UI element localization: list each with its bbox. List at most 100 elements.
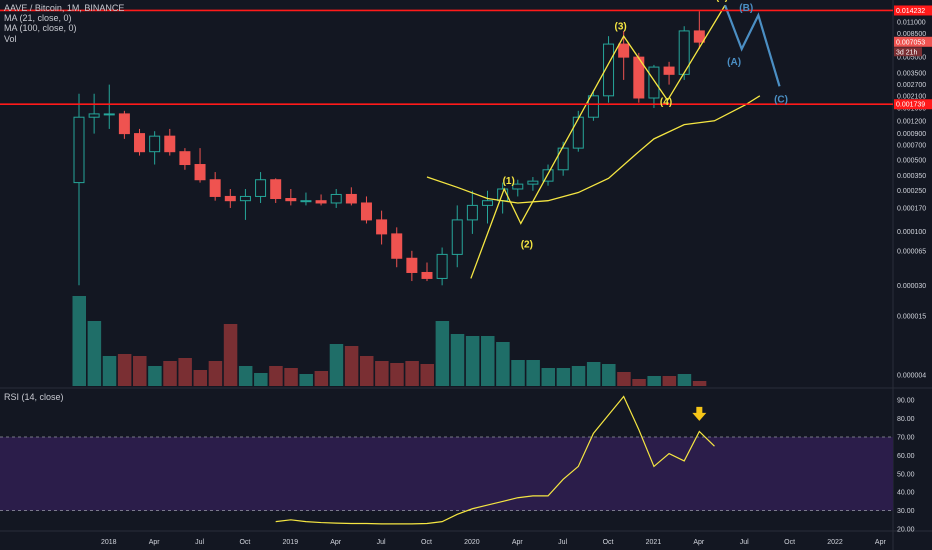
volume-bar bbox=[647, 376, 661, 386]
time-tick-label: 2022 bbox=[827, 539, 843, 546]
wave-label: (2) bbox=[521, 240, 533, 251]
volume-bars bbox=[72, 296, 707, 386]
candle-body bbox=[300, 200, 312, 203]
candle-body bbox=[587, 95, 599, 118]
wave-labels: (1) (2) (3) (4) (5) (B) (A) (C) bbox=[503, 0, 788, 251]
volume-bar bbox=[541, 368, 556, 386]
rsi-tick-label: 70.00 bbox=[897, 435, 915, 442]
candle-body bbox=[118, 113, 130, 135]
candle-body bbox=[270, 179, 282, 200]
price-tick-label: 0.005000 bbox=[897, 55, 926, 62]
price-tick-label: 0.000100 bbox=[897, 229, 926, 236]
candle-body bbox=[149, 135, 161, 153]
volume-bar bbox=[420, 364, 434, 386]
volume-bar bbox=[344, 346, 359, 386]
time-tick-label: Jul bbox=[740, 539, 749, 546]
rsi-tick-label: 80.00 bbox=[897, 416, 915, 423]
candle-body bbox=[345, 193, 357, 204]
volume-bar bbox=[390, 363, 404, 386]
volume-bar bbox=[314, 371, 329, 386]
wave-label: (C) bbox=[774, 95, 788, 106]
candle-body bbox=[466, 204, 478, 221]
price-tick-label: 0.000004 bbox=[897, 373, 926, 380]
down-arrow-icon bbox=[692, 406, 707, 421]
volume-legend: Vol bbox=[4, 34, 17, 44]
axes: BTC0.0110000.0085000.0050000.0035000.002… bbox=[101, 5, 932, 546]
wave-label: (3) bbox=[615, 21, 627, 32]
candle-body bbox=[678, 30, 690, 75]
time-tick-label: Jul bbox=[558, 539, 567, 546]
time-tick-label: 2021 bbox=[646, 539, 662, 546]
candle-body bbox=[103, 113, 115, 116]
price-tick-label: 0.000170 bbox=[897, 205, 926, 212]
rsi-line bbox=[275, 395, 715, 525]
candle-body bbox=[179, 151, 191, 166]
volume-bar bbox=[223, 324, 238, 386]
candle-body bbox=[603, 43, 615, 97]
price-tick-label: 0.000500 bbox=[897, 157, 926, 164]
time-tick-label: Oct bbox=[421, 539, 432, 546]
rsi-band bbox=[0, 436, 893, 512]
volume-bar bbox=[87, 321, 102, 386]
wave-label: (1) bbox=[503, 176, 515, 187]
price-tick-label: 0.000030 bbox=[897, 283, 926, 290]
volume-bar bbox=[133, 356, 147, 386]
volume-bar bbox=[102, 356, 117, 386]
volume-bar bbox=[117, 354, 132, 386]
time-tick-label: 2018 bbox=[101, 539, 117, 546]
countdown-box bbox=[894, 47, 922, 57]
candle-body bbox=[572, 116, 584, 149]
volume-bar bbox=[329, 344, 344, 386]
candle-body bbox=[376, 219, 388, 235]
candle-body bbox=[209, 179, 221, 197]
candle-body bbox=[421, 271, 433, 279]
candle-body bbox=[285, 198, 297, 202]
rsi-tick-label: 50.00 bbox=[897, 471, 915, 478]
time-tick-label: Jul bbox=[195, 539, 204, 546]
candle-body bbox=[663, 66, 675, 75]
price-tick-label: 0.008500 bbox=[897, 31, 926, 38]
volume-bar bbox=[556, 368, 571, 386]
rsi-band-fill bbox=[0, 437, 893, 511]
volume-bar bbox=[269, 366, 283, 386]
rsi-tick-label: 60.00 bbox=[897, 453, 915, 460]
candle-body bbox=[512, 183, 524, 190]
candle-body bbox=[391, 233, 403, 259]
time-tick-label: Jul bbox=[377, 539, 386, 546]
candle-body bbox=[618, 43, 630, 58]
countdown-label: 3d 21h bbox=[896, 49, 918, 56]
price-tick-label: 0.000065 bbox=[897, 248, 926, 255]
volume-bar bbox=[692, 381, 707, 386]
candle-body bbox=[73, 116, 85, 184]
rsi-tick-label: 90.00 bbox=[897, 398, 915, 405]
time-tick-label: Oct bbox=[239, 539, 250, 546]
price-tick-label: 0.001200 bbox=[897, 118, 926, 125]
time-tick-label: Apr bbox=[875, 539, 887, 546]
wave-label: (4) bbox=[660, 97, 672, 108]
volume-bar bbox=[617, 372, 631, 386]
volume-bar bbox=[526, 360, 540, 386]
candle-body bbox=[255, 179, 267, 197]
volume-bar bbox=[435, 321, 450, 386]
candle-body bbox=[482, 200, 494, 206]
wave-label: (A) bbox=[727, 57, 741, 68]
volume-bar bbox=[375, 361, 389, 386]
volume-bar bbox=[481, 336, 495, 386]
price-tick-label: 0.011000 bbox=[897, 19, 926, 26]
ma100-legend: MA (100, close, 0) bbox=[4, 23, 77, 33]
time-tick-label: Apr bbox=[693, 539, 705, 546]
volume-bar bbox=[299, 374, 313, 386]
current-price-box bbox=[894, 36, 932, 47]
candle-body bbox=[648, 66, 660, 99]
wave-label: (5) bbox=[716, 0, 728, 3]
volume-bar bbox=[163, 361, 177, 386]
overlay-lines bbox=[426, 4, 781, 279]
time-tick-label: Oct bbox=[784, 539, 795, 546]
price-tick-label: 0.000350 bbox=[897, 173, 926, 180]
candle-body bbox=[451, 219, 463, 255]
time-tick-label: 2020 bbox=[464, 539, 480, 546]
volume-bar bbox=[632, 379, 646, 386]
volume-bar bbox=[602, 364, 616, 386]
candle-body bbox=[557, 147, 569, 171]
